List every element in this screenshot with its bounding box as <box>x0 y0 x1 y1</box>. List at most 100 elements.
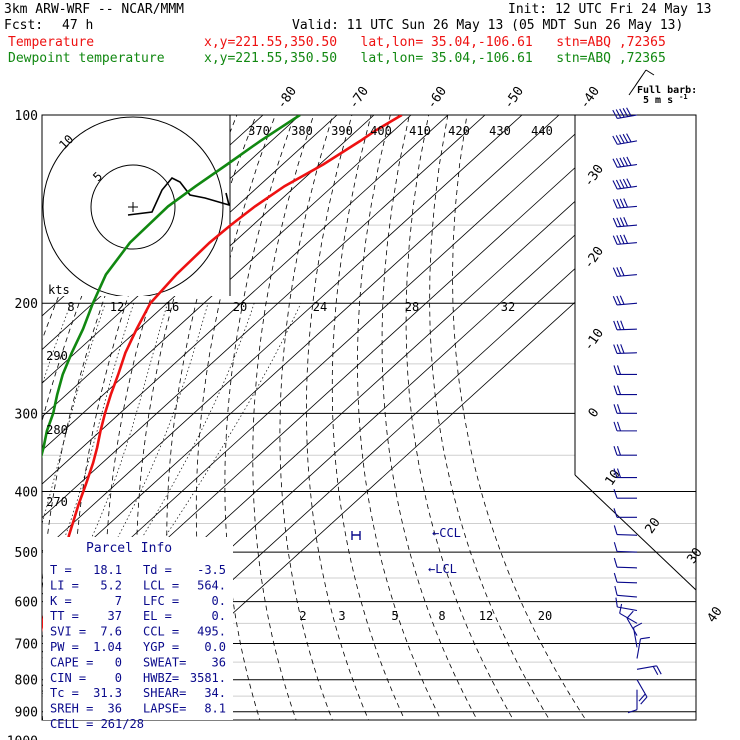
skew-edge <box>574 474 697 591</box>
mixing-ratio-label: 8 <box>438 609 445 623</box>
isotherm <box>42 115 449 485</box>
wind-barb <box>613 508 637 518</box>
wind-barb-flag <box>612 267 618 277</box>
wind-barb-staff <box>636 638 642 659</box>
wind-barb <box>613 446 637 456</box>
mixing-ratio-label: 12 <box>479 609 493 623</box>
wind-barb-flag <box>652 666 659 676</box>
parcel-value-left: 7 <box>115 594 122 608</box>
parcel-value-right: 0. <box>212 609 226 623</box>
wind-barb <box>613 385 637 396</box>
wind-barb-flag <box>613 525 618 535</box>
wind-barb-flag <box>616 267 622 277</box>
wind-barb-staff <box>616 534 638 536</box>
parcel-value-right: 36 <box>212 655 226 669</box>
wind-barb <box>612 217 638 228</box>
wind-barb-flag <box>616 235 622 245</box>
parcel-label-left: PW = <box>50 640 79 654</box>
wind-barb-flag <box>612 109 618 119</box>
barb-key-title: Full barb: <box>637 85 697 96</box>
parcel-value-right: 3581. <box>190 671 226 685</box>
wind-barb <box>636 679 648 705</box>
wind-barb-flag <box>616 446 622 456</box>
dry-adiabat <box>305 115 370 720</box>
isotherm-label: -40 <box>577 84 603 112</box>
hodograph-trace <box>127 177 231 216</box>
wind-barb <box>632 622 643 648</box>
parcel-value-left: 0 <box>115 671 122 685</box>
parcel-label-right: YGP = <box>143 640 179 654</box>
wind-barb-flag <box>615 179 622 189</box>
wind-barb <box>613 488 637 499</box>
dewpoint-profile <box>42 115 301 459</box>
wind-barb-flag <box>612 199 618 209</box>
parcel-value-left: 31.3 <box>93 686 122 700</box>
wind-barb-flag <box>613 508 618 518</box>
parcel-label-right: HWBZ= <box>143 671 179 685</box>
parcel-label-left: K = <box>50 594 72 608</box>
parcel-value-left: 36 <box>108 702 122 716</box>
wind-barb-flag <box>619 295 625 305</box>
wind-barb-flag <box>613 468 618 478</box>
wind-barb-flag <box>619 198 625 208</box>
wind-barb <box>613 572 638 584</box>
wind-barb-flag <box>626 107 632 117</box>
parcel-label-left: CIN = <box>50 671 86 685</box>
parcel-label-right: EL = <box>143 609 172 623</box>
parcel-value-right: 8.1 <box>204 702 226 716</box>
wind-barb <box>612 107 638 120</box>
isotherm <box>42 115 486 519</box>
parcel-value-left: 0 <box>115 655 122 669</box>
wind-barb-flag <box>619 217 625 227</box>
parcel-label-right: SHEAR= <box>143 686 186 700</box>
dry-adiabat <box>429 115 551 720</box>
wind-barb-staff <box>616 581 638 584</box>
wind-barb-flag <box>613 542 618 552</box>
wind-barb-flag <box>616 217 622 227</box>
pressure-tick-label: 100 <box>15 109 38 124</box>
theta-label: 380 <box>291 124 313 138</box>
wind-barb <box>612 133 638 145</box>
wind-barb-flag <box>622 108 629 117</box>
speed-label: 28 <box>405 300 419 314</box>
theta-label: 390 <box>331 124 353 138</box>
parcel-label-left: TT = <box>50 609 79 623</box>
pressure-tick-label: 700 <box>15 637 38 652</box>
temperature-profile <box>42 115 403 633</box>
wind-barb-flag <box>626 156 632 166</box>
mixing-ratio-label: 5 <box>391 609 398 623</box>
mixing-ratio-label: 2 <box>299 609 306 623</box>
theta-label: 290 <box>46 349 68 363</box>
parcel-label-left: SVI = <box>50 625 86 639</box>
dry-adiabat <box>357 115 442 720</box>
barb-key-value: 5 m s -1 <box>643 93 688 106</box>
wind-barb-flag <box>616 198 622 209</box>
parcel-value-left: 18.1 <box>93 563 122 577</box>
legend-temperature-info: x,y=221.55,350.50 lat,lon= 35.04,-106.61… <box>204 35 666 50</box>
wind-barb-flag <box>615 109 622 119</box>
isotherm-label: 20 <box>642 515 663 536</box>
forecast-label: Fcst: <box>4 18 44 33</box>
wind-barb-flag <box>613 572 618 583</box>
speed-label: 20 <box>233 300 247 314</box>
parcel-label-left: SREH = <box>50 702 93 716</box>
wind-barb <box>614 585 638 598</box>
wind-barb-flag <box>616 365 622 375</box>
parcel-value-right: 495. <box>197 625 226 639</box>
wind-barb-flag <box>613 385 618 395</box>
wind-barb-flag <box>612 296 618 306</box>
parcel-panel-bg <box>43 537 233 720</box>
wind-barb-flag <box>620 344 625 354</box>
wind-barb-flag <box>616 295 622 305</box>
wind-barb-flag <box>613 557 618 568</box>
forecast-hours: 47 h <box>62 18 94 33</box>
wind-barb <box>612 234 638 245</box>
barb-column-mask <box>575 115 700 475</box>
wind-barb-flag <box>613 404 618 414</box>
wind-barb-flag <box>616 344 622 354</box>
isotherm <box>42 115 597 620</box>
wind-barb-flag <box>623 217 629 227</box>
wind-barb-flag <box>613 365 618 375</box>
speed-label: 24 <box>313 300 327 314</box>
